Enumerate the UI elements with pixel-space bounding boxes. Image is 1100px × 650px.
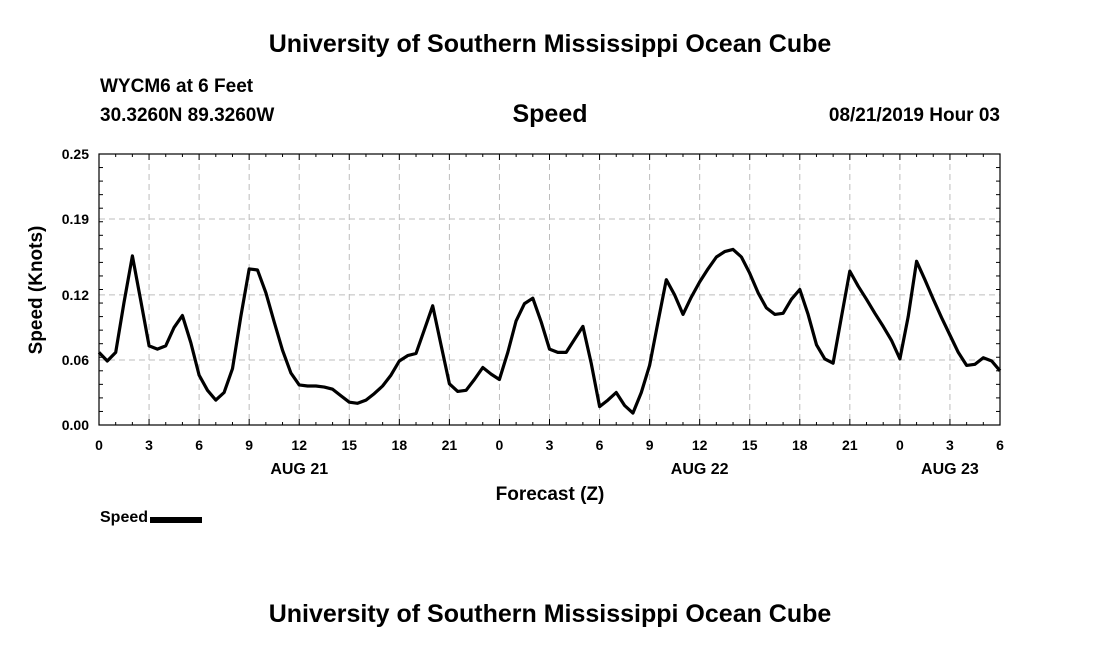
x-tick-label: 3 [145,437,153,453]
chart-labels: 0 3 6 9 12 15 18 21 0 3 6 9 12 15 18 21 0 3 6 AUG 21 AUG 22 A… [62,146,1004,478]
x-tick-label: 3 [946,437,954,453]
station-label: WYCM6 at 6 Feet [100,76,254,97]
datetime-label: 08/21/2019 Hour 03 [828,105,1000,126]
x-tick-label: 0 [95,437,103,453]
date-label: AUG 23 [921,461,979,478]
y-tick-label: 0.00 [62,417,89,433]
x-tick-label: 0 [496,437,504,453]
x-tick-label: 21 [842,437,858,453]
y-tick-label: 0.12 [62,287,89,303]
y-axis-label: Speed (Knots) [26,226,47,355]
legend: Speed [100,509,203,527]
x-tick-label: 15 [742,437,758,453]
chart-grid [99,154,1000,425]
x-tick-label: 0 [896,437,904,453]
chart-ticks [98,153,1001,426]
x-tick-label: 21 [442,437,458,453]
page-title: University of Southern Mississippi Ocean… [268,30,832,58]
x-tick-label: 18 [392,437,408,453]
legend-label: Speed [100,509,149,526]
y-tick-label: 0.25 [62,146,89,162]
y-tick-label: 0.06 [62,352,89,368]
x-tick-label: 12 [692,437,708,453]
date-label: AUG 22 [671,461,729,478]
x-tick-label: 3 [546,437,554,453]
legend-swatch [150,517,203,523]
coordinates-label: 30.3260N 89.3260W [100,105,275,126]
x-axis-label: Forecast (Z) [496,484,605,505]
x-tick-label: 9 [245,437,253,453]
x-tick-label: 18 [792,437,808,453]
x-tick-label: 15 [341,437,357,453]
x-tick-label: 12 [291,437,307,453]
date-label: AUG 21 [270,461,328,478]
x-tick-label: 6 [996,437,1004,453]
y-tick-label: 0.19 [62,211,89,227]
x-tick-label: 9 [646,437,654,453]
x-tick-label: 6 [195,437,203,453]
variable-title: Speed [512,100,588,128]
footer-title: University of Southern Mississippi Ocean… [268,600,832,628]
speed-series-line [97,247,1002,415]
x-tick-label: 6 [596,437,604,453]
